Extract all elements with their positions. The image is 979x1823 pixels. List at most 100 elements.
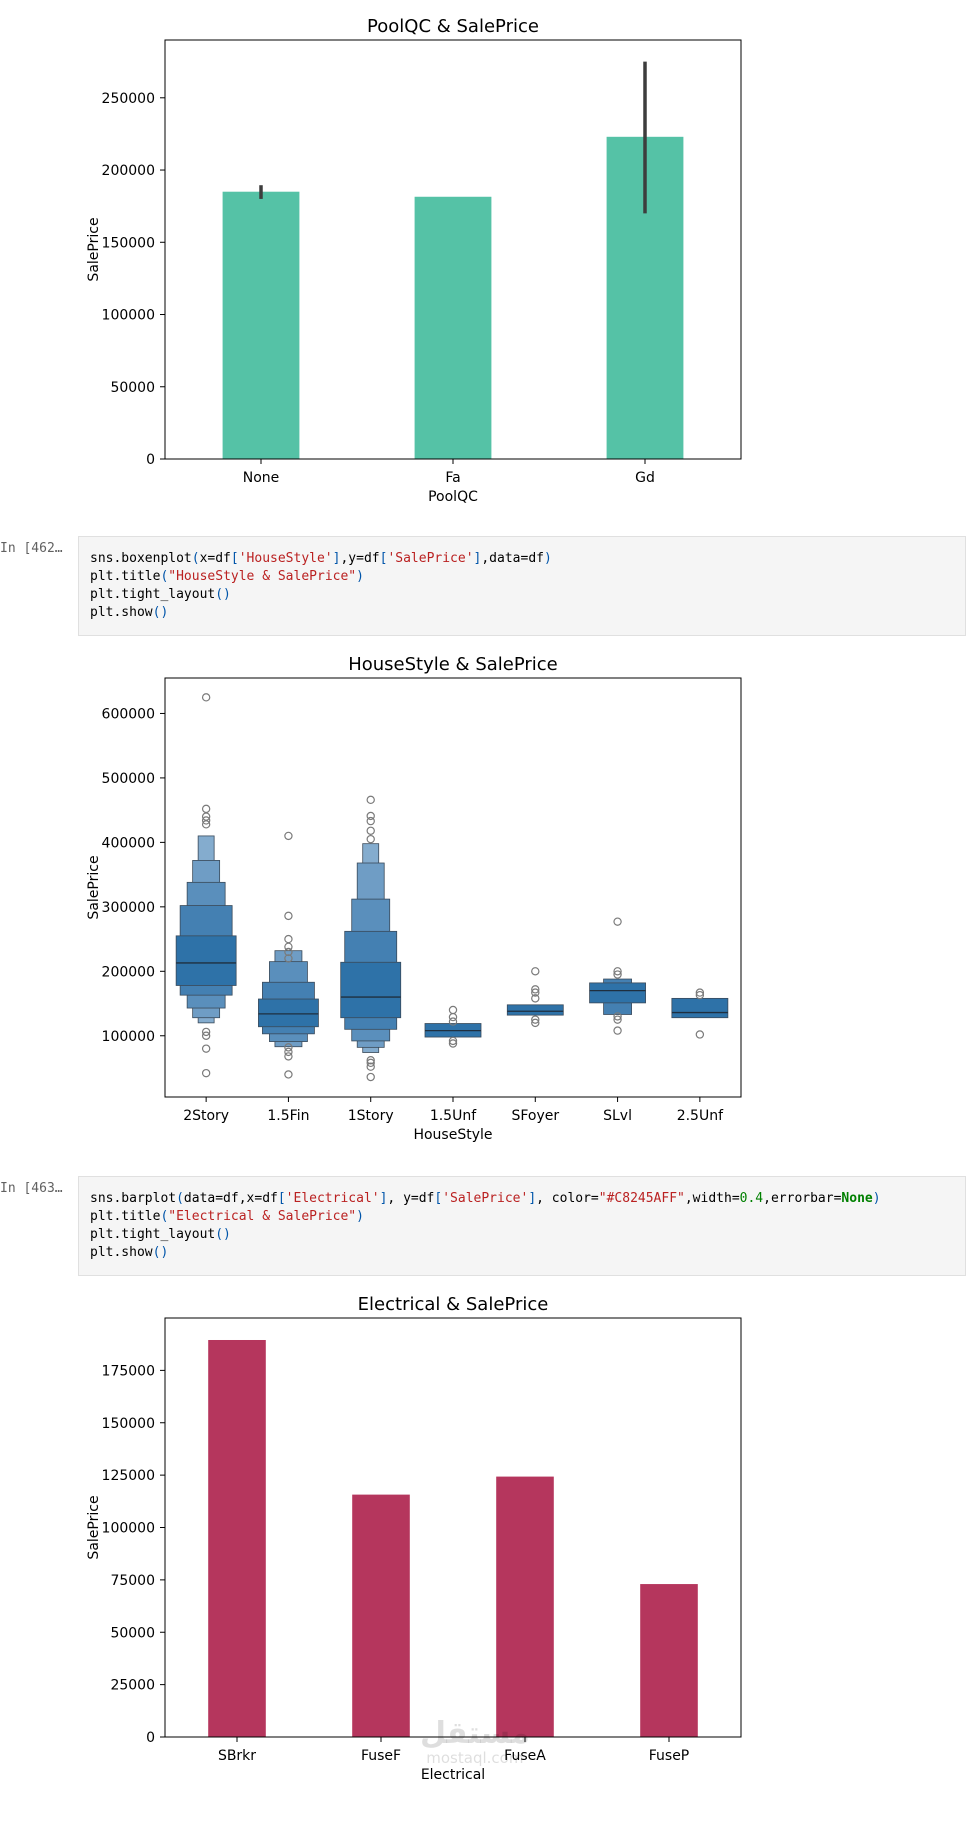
plot-frame <box>164 1317 742 1738</box>
outlier-point <box>366 1056 375 1065</box>
code-line: plt.show() <box>90 605 169 620</box>
x-tick-label: 1.5Fin <box>267 1108 309 1124</box>
y-tick-label: 150000 <box>102 235 155 251</box>
code-cell[interactable]: sns.boxenplot(x=df['HouseStyle'],y=df['S… <box>78 536 966 636</box>
boxen-box <box>340 961 402 1019</box>
outlier-point <box>531 967 540 976</box>
x-axis-label: PoolQC <box>428 489 478 505</box>
cell-prompt: In [463… <box>0 1181 63 1196</box>
bar-none <box>222 191 300 459</box>
y-tick-label: 0 <box>146 1730 155 1746</box>
y-tick-label: 50000 <box>110 380 155 396</box>
outlier-point <box>366 826 375 835</box>
code-line: sns.barplot(data=df,x=df['Electrical'], … <box>90 1191 881 1206</box>
outlier-point <box>284 1047 293 1057</box>
outlier-point <box>366 834 375 844</box>
poolqc-bar-chart: PoolQC & SalePrice 0 50000 100000 150000 2000… <box>86 16 742 505</box>
plot-frame <box>164 677 742 1098</box>
y-axis-label: SalePrice <box>86 855 102 919</box>
poolqc-chart: PoolQC & SalePrice 0 50000 100000 150000 2000… <box>0 0 979 520</box>
bar-fa <box>414 196 492 459</box>
y-tick-label: 150000 <box>102 1416 155 1432</box>
bar-sbrkr <box>208 1339 266 1737</box>
x-tick-label: 1Story <box>348 1108 394 1124</box>
outlier-point <box>613 917 622 926</box>
outlier-point <box>695 1030 705 1039</box>
outlier-point <box>201 804 211 814</box>
cell-prompt: In [462… <box>0 541 63 556</box>
outlier-point <box>366 795 375 805</box>
outlier-point <box>284 1052 293 1061</box>
x-tick-label: FuseF <box>361 1748 401 1764</box>
outlier-point <box>201 816 211 825</box>
code-line: plt.tight_layout() <box>90 1227 231 1242</box>
boxen-box <box>506 1004 564 1016</box>
outlier-point <box>613 1026 622 1035</box>
outlier-point <box>695 990 705 1000</box>
outlier-point <box>366 1072 375 1082</box>
outlier-point <box>284 934 293 944</box>
y-tick-label: 75000 <box>110 1573 155 1589</box>
outlier-point <box>366 816 375 826</box>
code-line: plt.show() <box>90 1245 169 1260</box>
outlier-point <box>284 831 293 841</box>
outlier-point <box>284 942 293 952</box>
x-tick-label: Gd <box>635 470 655 486</box>
outlier-point <box>613 1015 622 1024</box>
x-tick-label: 1.5Unf <box>430 1108 477 1124</box>
outlier-point <box>531 1015 540 1024</box>
electrical-chart: Electrical & SalePrice 0 25000 50000 75000 10… <box>0 1280 979 1823</box>
code-line: sns.boxenplot(x=df['HouseStyle'],y=df['S… <box>90 551 552 566</box>
outlier-point <box>366 1058 375 1068</box>
outlier-point <box>448 1036 458 1046</box>
outlier-point <box>448 1039 458 1048</box>
outlier-point <box>695 988 705 997</box>
x-tick-label: 2Story <box>183 1108 229 1124</box>
outlier-point <box>284 1043 293 1052</box>
boxen-box <box>589 982 646 1004</box>
outlier-point <box>284 947 293 957</box>
boxen-box <box>671 997 729 1019</box>
code-line: plt.title("Electrical & SalePrice") <box>90 1209 364 1224</box>
y-tick-label: 600000 <box>102 706 155 722</box>
x-tick-label: SLvl <box>603 1108 632 1124</box>
outlier-point <box>366 1062 375 1071</box>
bar-fusea <box>496 1476 554 1737</box>
x-tick-label: 2.5Unf <box>677 1108 724 1124</box>
outlier-point <box>613 970 622 979</box>
outlier-point <box>284 1070 293 1079</box>
outlier-point <box>531 988 540 997</box>
y-tick-label: 100000 <box>102 1029 155 1045</box>
outlier-point <box>366 811 375 821</box>
chart-title: PoolQC & SalePrice <box>367 16 539 37</box>
x-axis-label: HouseStyle <box>413 1127 492 1143</box>
code-line: plt.tight_layout() <box>90 587 231 602</box>
bar-fusef <box>352 1494 410 1737</box>
y-tick-label: 200000 <box>102 163 155 179</box>
y-tick-label: 125000 <box>102 1468 155 1484</box>
bar-fusep <box>640 1584 698 1737</box>
outlier-point <box>531 1018 540 1028</box>
outlier-point <box>201 1027 211 1037</box>
outlier-point <box>284 911 293 921</box>
outlier-point <box>448 1017 458 1026</box>
y-tick-label: 100000 <box>102 308 155 324</box>
outlier-point <box>531 985 540 994</box>
y-tick-label: 50000 <box>110 1625 155 1641</box>
outlier-point <box>448 1012 458 1022</box>
outlier-point <box>201 820 211 829</box>
y-tick-label: 400000 <box>102 835 155 851</box>
x-tick-label: FuseA <box>504 1748 546 1764</box>
outlier-point <box>531 994 540 1003</box>
outlier-point <box>613 967 622 976</box>
outlier-point <box>284 954 293 963</box>
y-tick-label: 200000 <box>102 964 155 980</box>
x-tick-label: Fa <box>445 470 460 486</box>
boxen-box <box>258 998 319 1028</box>
y-tick-label: 100000 <box>102 1521 155 1537</box>
x-tick-label: SBrkr <box>218 1748 256 1764</box>
outlier-point <box>201 693 211 702</box>
code-cell[interactable]: sns.barplot(data=df,x=df['Electrical'], … <box>78 1176 966 1276</box>
outlier-point <box>448 1005 458 1015</box>
housestyle-boxen-chart: HouseStyle & SalePrice 100000 200000 300000… <box>86 654 742 1143</box>
